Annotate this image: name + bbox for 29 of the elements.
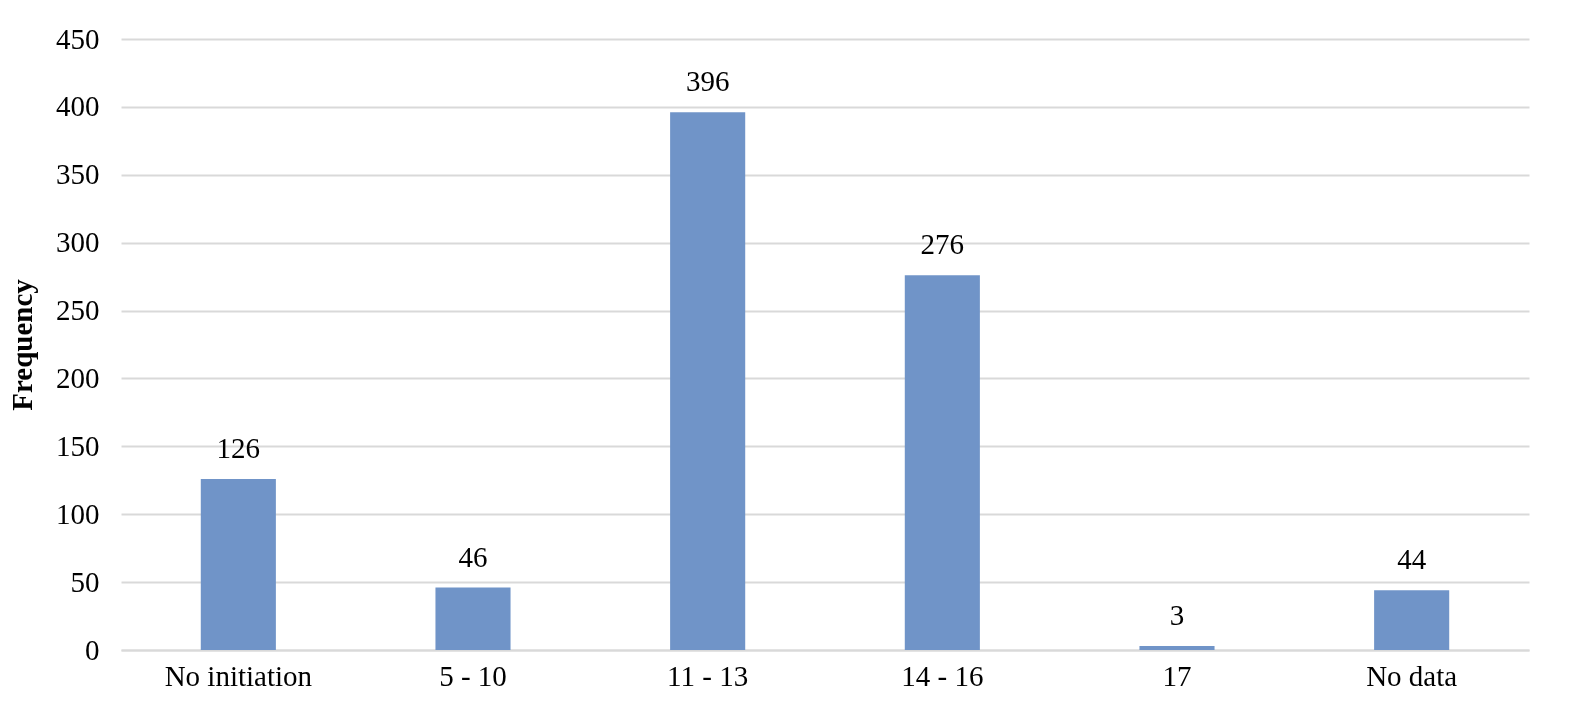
x-tick-label: 14 - 16 (901, 659, 984, 692)
y-tick-label: 200 (56, 361, 100, 394)
x-tick-label: 17 (1162, 659, 1192, 692)
data-label: 46 (458, 540, 488, 573)
bar (904, 275, 980, 650)
y-tick-label: 450 (56, 22, 100, 55)
data-label: 3 (1169, 598, 1185, 631)
bar (670, 112, 746, 650)
x-tick-label: 11 - 13 (667, 659, 749, 692)
y-tick-label: 0 (85, 633, 100, 666)
y-tick-label: 100 (56, 497, 100, 530)
y-axis-title: Frequency (6, 278, 38, 411)
y-tick-label: 300 (56, 226, 100, 259)
x-tick-label: No data (1366, 659, 1458, 692)
data-label: 44 (1397, 543, 1427, 576)
y-tick-label: 250 (56, 294, 100, 327)
x-tick-label: No initiation (164, 659, 313, 692)
x-tick-label: 5 - 10 (439, 659, 507, 692)
bar (1139, 645, 1215, 650)
data-label: 126 (216, 431, 261, 464)
data-label: 276 (920, 228, 965, 261)
y-tick-label: 150 (56, 429, 100, 462)
y-tick-label: 350 (56, 158, 100, 191)
data-label: 396 (685, 65, 730, 98)
bar (200, 478, 276, 650)
y-tick-label: 50 (70, 565, 100, 598)
bar (435, 587, 511, 650)
y-tick-label: 400 (56, 90, 100, 123)
bar (1374, 590, 1450, 650)
